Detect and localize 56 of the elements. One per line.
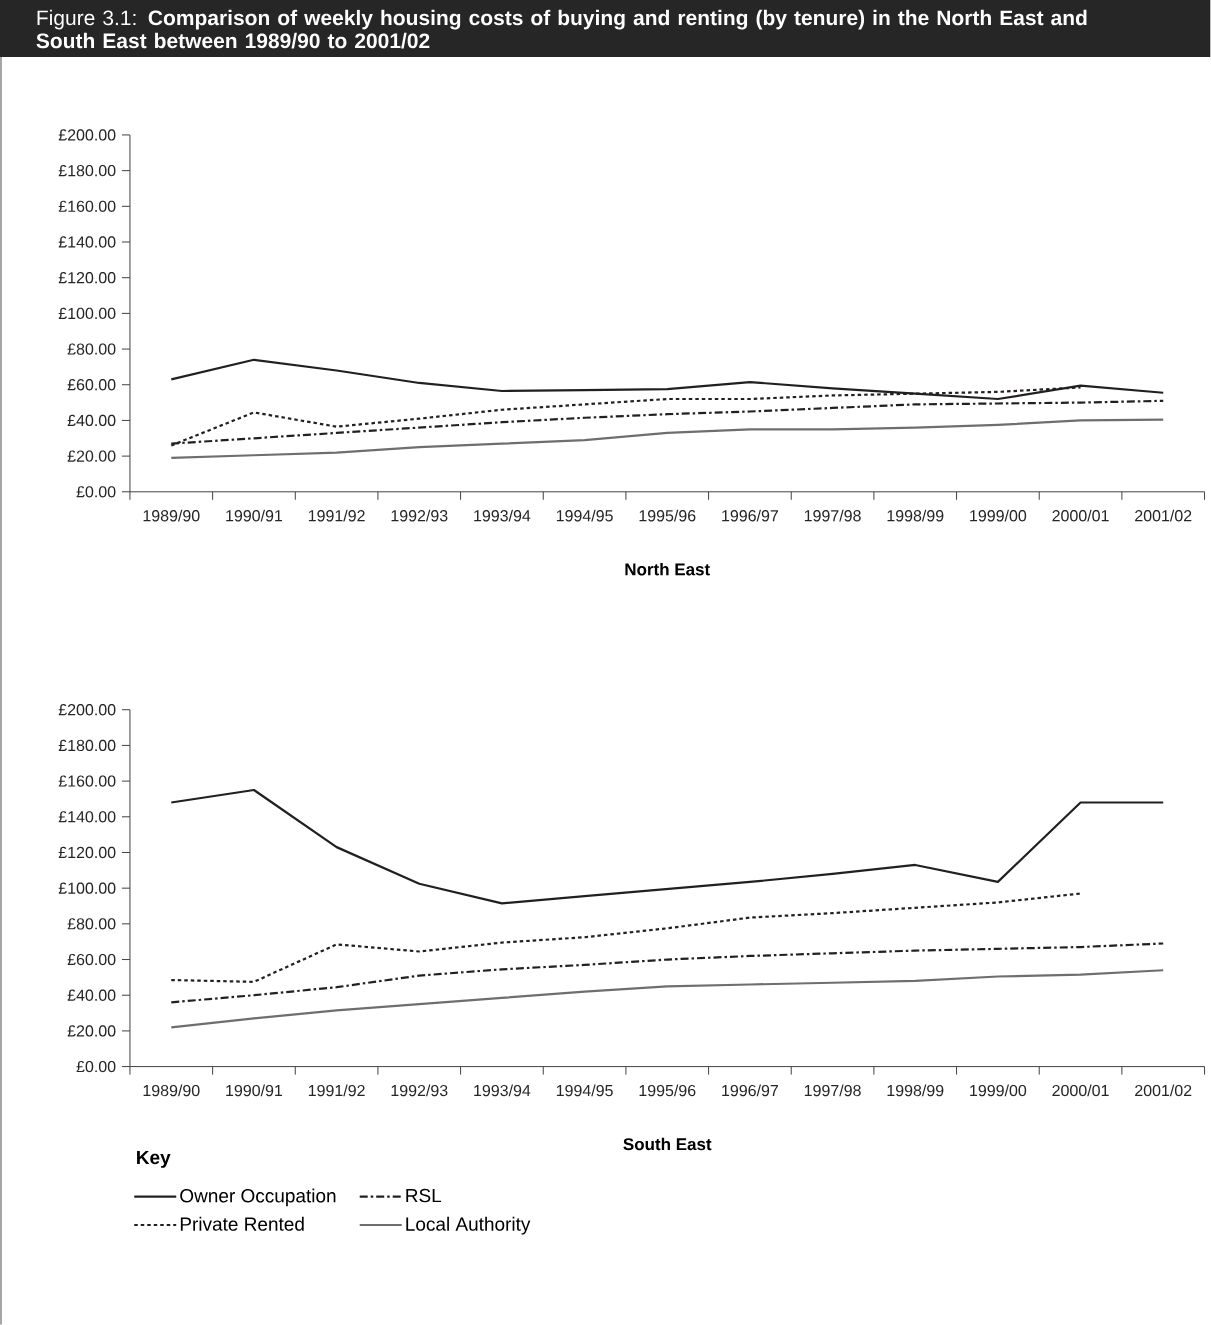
x-tick-label: 1999/00 xyxy=(970,509,1027,522)
x-tick-label: 1989/90 xyxy=(143,1084,200,1097)
x-tick-label: 1992/93 xyxy=(391,509,448,522)
x-tick-label: 1990/91 xyxy=(226,509,283,522)
y-tick-label: £40.00 xyxy=(67,989,116,1001)
legend-title: Key xyxy=(137,1150,171,1168)
x-tick-label: 2001/02 xyxy=(1135,1084,1192,1097)
x-tick-label: 1993/94 xyxy=(474,509,531,522)
y-tick-label: £0.00 xyxy=(76,486,116,498)
y-tick-label: £200.00 xyxy=(58,129,116,141)
x-axis-title: South East xyxy=(623,1137,712,1151)
x-tick-label: 1996/97 xyxy=(722,1084,779,1097)
y-tick-label: £200.00 xyxy=(58,704,116,716)
y-tick-label: £140.00 xyxy=(58,811,116,823)
legend-label: Local Authority xyxy=(406,1216,531,1235)
y-tick-label: £100.00 xyxy=(58,307,116,320)
x-axis-title: North East xyxy=(625,562,711,576)
x-tick-label: 1991/92 xyxy=(309,509,365,522)
y-tick-label: £80.00 xyxy=(67,343,116,355)
x-tick-label: 1991/92 xyxy=(309,1084,365,1097)
x-tick-label: 1995/96 xyxy=(639,509,696,522)
x-tick-label: 1997/98 xyxy=(805,1084,861,1097)
x-tick-label: 1992/93 xyxy=(391,1084,448,1097)
legend-label: Owner Occupation xyxy=(180,1188,336,1207)
x-tick-label: 1998/99 xyxy=(887,509,944,522)
y-tick-label: £100.00 xyxy=(58,882,116,894)
legend-label: Private Rented xyxy=(181,1216,304,1231)
x-tick-label: 1994/95 xyxy=(557,509,614,522)
y-tick-label: £180.00 xyxy=(58,164,116,177)
y-tick-label: £0.00 xyxy=(76,1060,116,1073)
y-tick-label: £60.00 xyxy=(67,379,116,391)
y-tick-label: £120.00 xyxy=(58,846,116,859)
x-tick-label: 1998/99 xyxy=(887,1084,944,1097)
y-tick-label: £160.00 xyxy=(58,775,116,787)
y-tick-label: £20.00 xyxy=(67,1025,116,1037)
x-tick-label: 1989/90 xyxy=(143,509,200,522)
legend-label: RSL xyxy=(406,1188,442,1203)
x-tick-label: 2000/01 xyxy=(1052,1084,1109,1097)
y-tick-label: £120.00 xyxy=(58,272,116,284)
chart-title: Figure 3.1: Comparison of weekly housing costs of buying and renting (by tenure) in the North East and South East between 1989/90 to 2001/02 xyxy=(36,9,1087,49)
x-tick-label: 1999/00 xyxy=(970,1084,1027,1097)
x-tick-label: 1996/97 xyxy=(722,509,779,522)
y-tick-label: £180.00 xyxy=(58,739,116,752)
y-tick-label: £80.00 xyxy=(67,918,116,930)
y-tick-label: £140.00 xyxy=(58,236,116,248)
x-tick-label: 1995/96 xyxy=(639,1084,696,1097)
x-tick-label: 1990/91 xyxy=(226,1084,283,1097)
y-tick-label: £20.00 xyxy=(67,450,116,462)
y-tick-label: £40.00 xyxy=(67,414,116,427)
x-tick-label: 1997/98 xyxy=(805,509,861,522)
x-tick-label: 2001/02 xyxy=(1135,509,1192,522)
x-tick-label: 2000/01 xyxy=(1052,509,1109,522)
x-tick-label: 1994/95 xyxy=(557,1084,614,1097)
y-tick-label: £160.00 xyxy=(58,200,116,212)
x-tick-label: 1993/94 xyxy=(474,1084,531,1097)
y-tick-label: £60.00 xyxy=(67,953,116,966)
